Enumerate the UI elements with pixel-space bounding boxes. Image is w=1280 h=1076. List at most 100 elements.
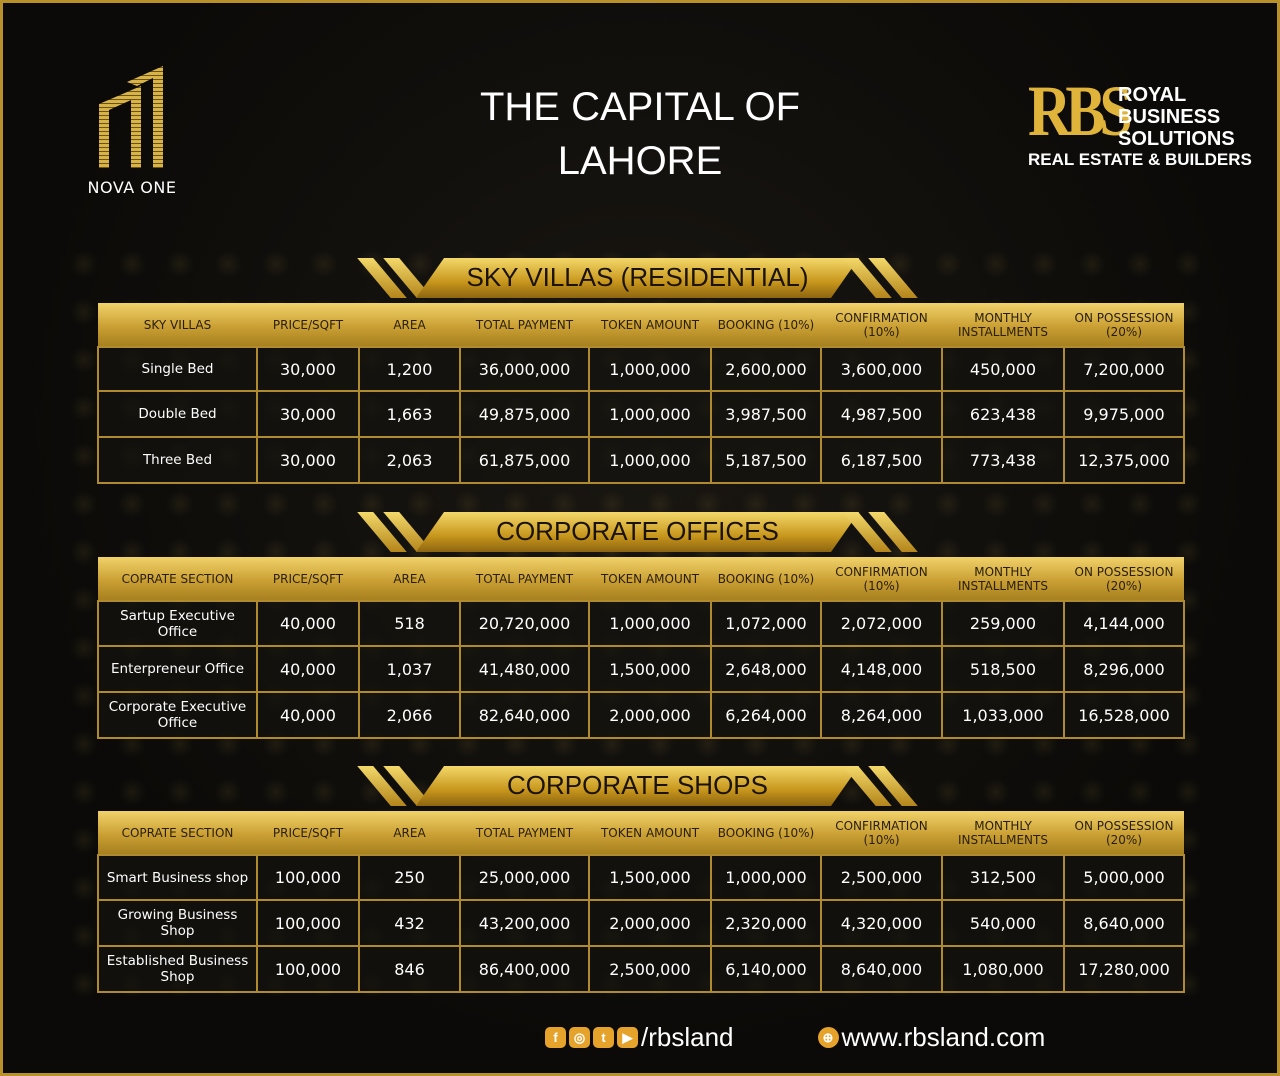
- table-cell: 2,500,000: [588, 945, 712, 993]
- table-cell: 312,500: [941, 854, 1065, 901]
- table-cell: 61,875,000: [459, 436, 590, 484]
- table-cell: 4,144,000: [1063, 600, 1185, 647]
- column-header: BOOKING (10%): [711, 811, 821, 855]
- price-table: COPRATE SECTION PRICE/SQFT AREA TOTAL PAYME…: [97, 811, 1185, 993]
- building-logo-icon: [99, 66, 163, 168]
- table-cell: 1,000,000: [588, 390, 712, 438]
- youtube-icon[interactable]: ▶: [617, 1027, 638, 1048]
- row-label: Established Business Shop: [97, 945, 258, 993]
- footer: f ◎ t ▶ /rbsland ⊕ www.rbsland.com: [545, 1022, 1045, 1053]
- table-cell: 8,640,000: [820, 945, 943, 993]
- column-header: AREA: [359, 303, 460, 347]
- brand-left-name: NOVA ONE: [87, 178, 177, 197]
- table-cell: 1,500,000: [588, 645, 712, 693]
- table-cell: 259,000: [941, 600, 1065, 647]
- rbs-logo: RBS ROYAL BUSINESS SOLUTIONS REAL ESTATE…: [1028, 71, 1252, 170]
- column-header: PRICE/SQFT: [257, 557, 359, 601]
- table-cell: 36,000,000: [459, 346, 590, 392]
- title-line-1: THE CAPITAL OF: [479, 85, 801, 129]
- column-header: MONTHLY INSTALLMENTS: [942, 557, 1064, 601]
- table-cell: 20,720,000: [459, 600, 590, 647]
- table-cell: 2,000,000: [588, 899, 712, 947]
- column-header: CONFIRMATION (10%): [821, 811, 942, 855]
- table-cell: 1,500,000: [588, 854, 712, 901]
- table-row: Single Bed 30,000 1,200 36,000,000 1,000,000…: [97, 346, 1185, 392]
- table-cell: 2,500,000: [820, 854, 943, 901]
- social-handle[interactable]: /rbsland: [641, 1022, 734, 1052]
- table-cell: 30,000: [256, 390, 360, 438]
- table-cell: 1,200: [358, 346, 461, 392]
- row-label: Enterpreneur Office: [97, 645, 258, 693]
- rbs-line-3: SOLUTIONS: [1118, 128, 1235, 150]
- title-line-2: LAHORE: [557, 139, 723, 183]
- table-row: Double Bed 30,000 1,663 49,875,000 1,000,000…: [97, 390, 1185, 438]
- column-header: TOTAL PAYMENT: [460, 303, 589, 347]
- table-cell: 2,063: [358, 436, 461, 484]
- column-header: TOKEN AMOUNT: [589, 303, 711, 347]
- section-banner: CORPORATE OFFICES: [357, 512, 918, 552]
- table-cell: 773,438: [941, 436, 1065, 484]
- rbs-line-2: BUSINESS: [1118, 106, 1221, 128]
- table-cell: 4,148,000: [820, 645, 943, 693]
- website-link[interactable]: www.rbsland.com: [841, 1022, 1046, 1052]
- nova-one-logo: NOVA ONE: [80, 64, 184, 197]
- table-cell: 432: [358, 899, 461, 947]
- table-cell: 5,000,000: [1063, 854, 1185, 901]
- table-cell: 2,000,000: [588, 691, 712, 739]
- table-cell: 86,400,000: [459, 945, 590, 993]
- section-banner: CORPORATE SHOPS: [357, 766, 918, 806]
- table-cell: 1,033,000: [941, 691, 1065, 739]
- table-cell: 82,640,000: [459, 691, 590, 739]
- table-cell: 3,600,000: [820, 346, 943, 392]
- table-row: Three Bed 30,000 2,063 61,875,000 1,000,000 5…: [97, 436, 1185, 484]
- table-cell: 6,140,000: [710, 945, 822, 993]
- table-cell: 43,200,000: [459, 899, 590, 947]
- column-header: TOKEN AMOUNT: [589, 557, 711, 601]
- website[interactable]: ⊕ www.rbsland.com: [817, 1022, 1046, 1053]
- table-cell: 1,000,000: [588, 600, 712, 647]
- row-label: Growing Business Shop: [97, 899, 258, 947]
- table-cell: 16,528,000: [1063, 691, 1185, 739]
- table-cell: 40,000: [256, 600, 360, 647]
- table-cell: 846: [358, 945, 461, 993]
- column-header: AREA: [359, 811, 460, 855]
- twitter-icon[interactable]: t: [593, 1027, 614, 1048]
- page-title: THE CAPITAL OF LAHORE: [440, 80, 840, 188]
- table-cell: 623,438: [941, 390, 1065, 438]
- table-cell: 6,264,000: [710, 691, 822, 739]
- table-row: Sartup Executive Office 40,000 518 20,720,0…: [97, 600, 1185, 647]
- table-cell: 1,000,000: [710, 854, 822, 901]
- section-title: CORPORATE SHOPS: [506, 770, 768, 800]
- table-row: Enterpreneur Office 40,000 1,037 41,480,000…: [97, 645, 1185, 693]
- column-header: ON POSSESSION (20%): [1064, 557, 1184, 601]
- table-cell: 4,320,000: [820, 899, 943, 947]
- price-table: COPRATE SECTION PRICE/SQFT AREA TOTAL PAYME…: [97, 557, 1185, 739]
- table-cell: 25,000,000: [459, 854, 590, 901]
- table-cell: 4,987,500: [820, 390, 943, 438]
- column-header: TOTAL PAYMENT: [460, 557, 589, 601]
- row-label: Sartup Executive Office: [97, 600, 258, 647]
- table-cell: 41,480,000: [459, 645, 590, 693]
- column-header: MONTHLY INSTALLMENTS: [942, 303, 1064, 347]
- table-cell: 2,648,000: [710, 645, 822, 693]
- table-row: Corporate Executive Office 40,000 2,066 82,…: [97, 691, 1185, 739]
- table-cell: 9,975,000: [1063, 390, 1185, 438]
- price-table: SKY VILLAS PRICE/SQFT AREA TOTAL PAYMENT TOK…: [97, 303, 1185, 484]
- table-cell: 540,000: [941, 899, 1065, 947]
- table-cell: 8,296,000: [1063, 645, 1185, 693]
- table-cell: 2,066: [358, 691, 461, 739]
- column-header: PRICE/SQFT: [257, 811, 359, 855]
- facebook-icon[interactable]: f: [545, 1027, 566, 1048]
- globe-icon: ⊕: [817, 1027, 839, 1048]
- table-cell: 518: [358, 600, 461, 647]
- row-label: Corporate Executive Office: [97, 691, 258, 739]
- rbs-mark: RBS: [1028, 71, 1133, 151]
- column-header: CONFIRMATION (10%): [821, 557, 942, 601]
- column-header: BOOKING (10%): [711, 303, 821, 347]
- instagram-icon[interactable]: ◎: [569, 1027, 590, 1048]
- table-cell: 250: [358, 854, 461, 901]
- table-cell: 1,037: [358, 645, 461, 693]
- table-cell: 1,072,000: [710, 600, 822, 647]
- table-cell: 2,600,000: [710, 346, 822, 392]
- table-cell: 5,187,500: [710, 436, 822, 484]
